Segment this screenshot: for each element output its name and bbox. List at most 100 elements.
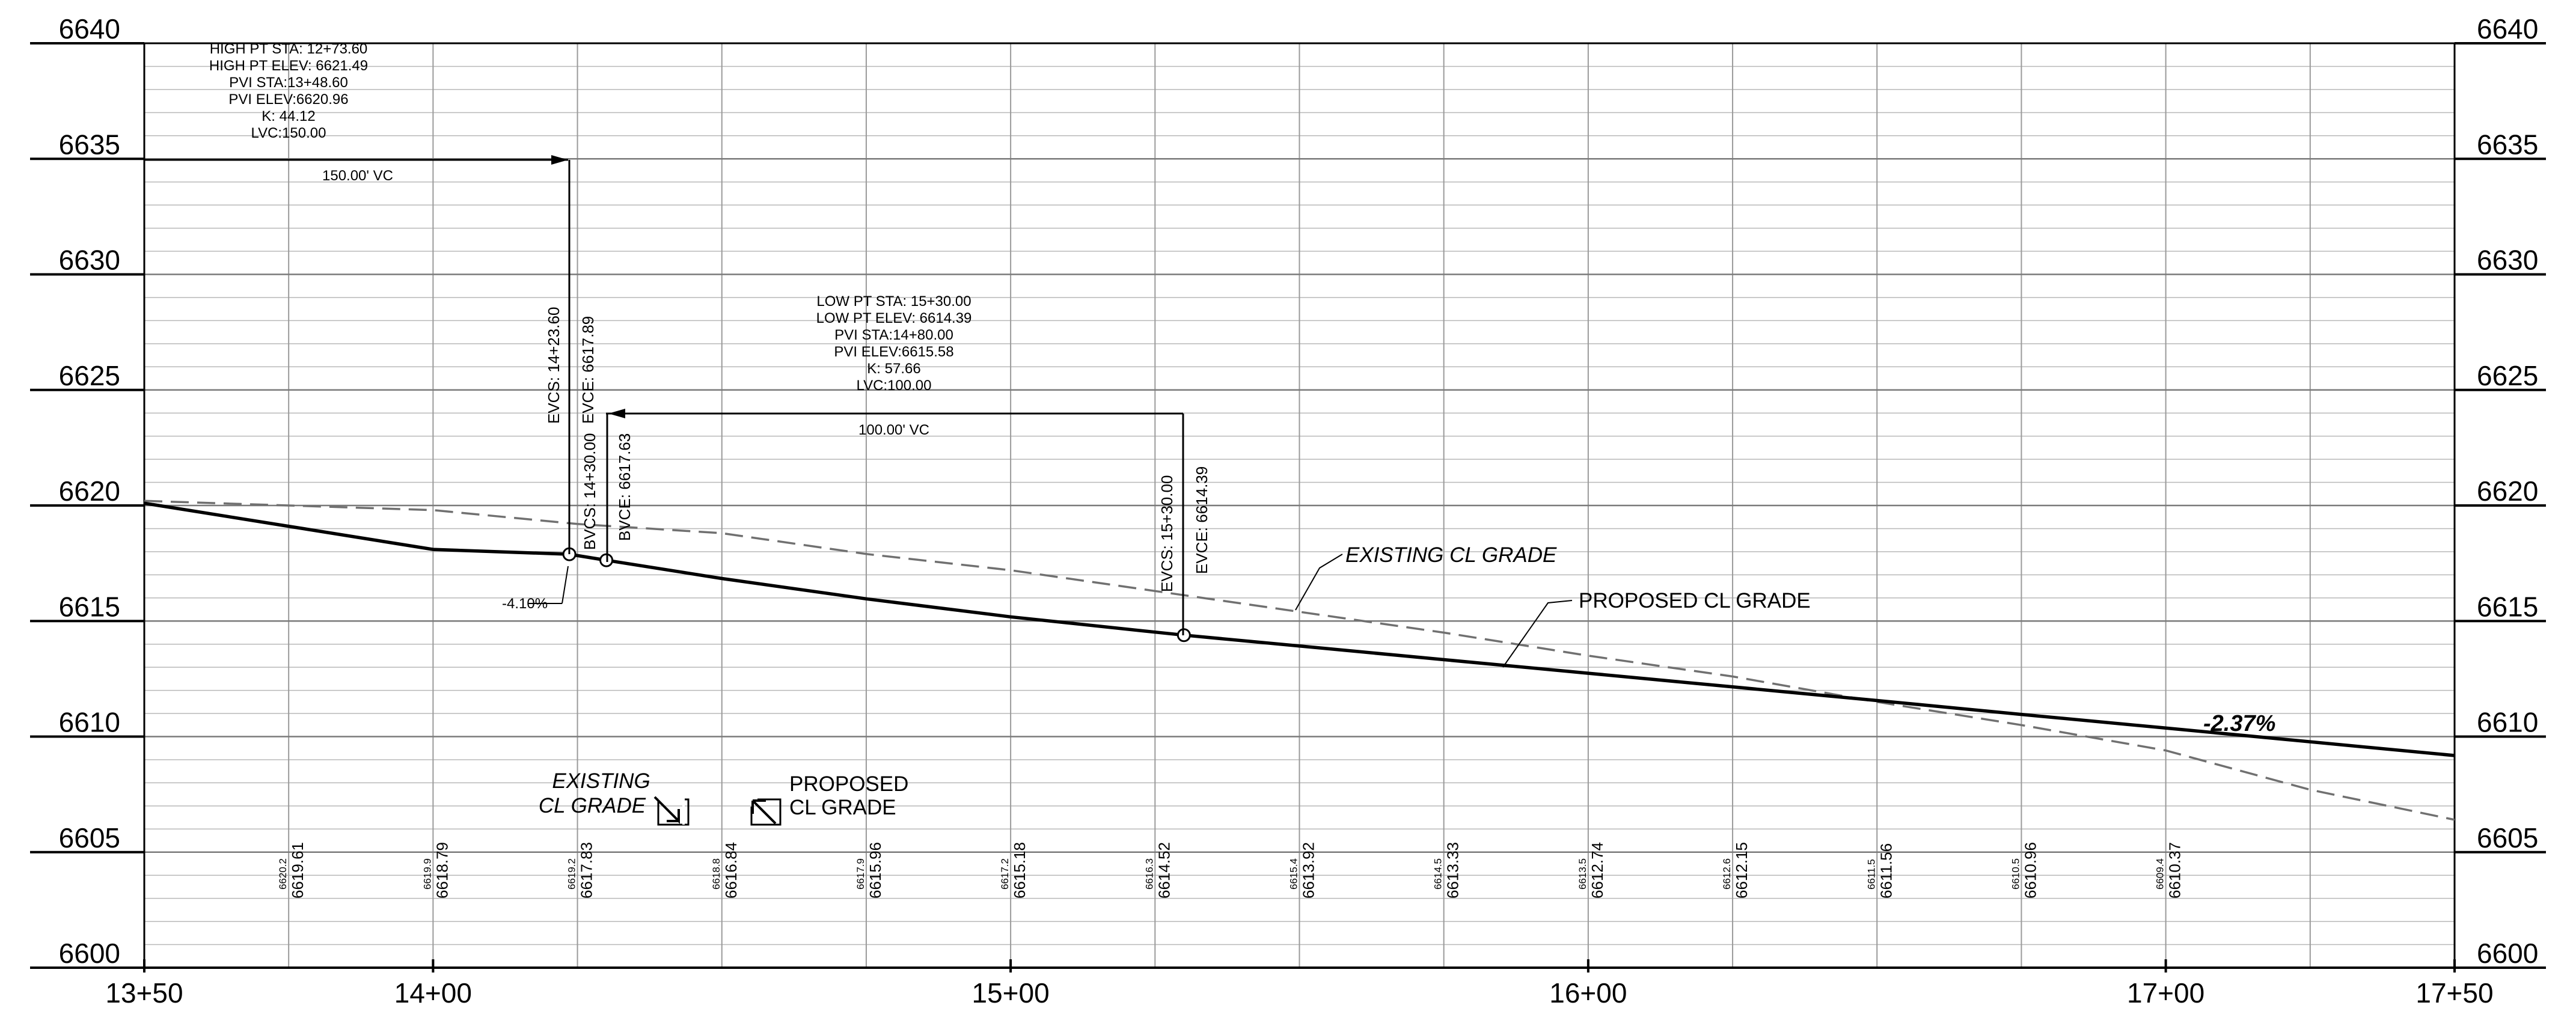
curve2-info-line: PVI STA:14+80.00	[834, 327, 953, 343]
station-label: 17+00	[2127, 977, 2204, 1009]
elevation-label-right: 6625	[2477, 360, 2538, 391]
curve2-info-line: K: 57.66	[867, 361, 920, 377]
station-label: 17+50	[2415, 977, 2493, 1009]
elevation-label-right: 6620	[2477, 475, 2538, 507]
proposed-grade-line	[144, 501, 2455, 757]
elevation-label-right: 6600	[2477, 938, 2538, 969]
curve2-evcs-label: EVCS: 15+30.00	[1158, 475, 1176, 592]
elevation-label-left: 6610	[59, 707, 120, 738]
proposed-elevation-label: 6611.56	[1877, 843, 1895, 899]
curve2-annotation: LOW PT STA: 15+30.00 LOW PT ELEV: 6614.3…	[581, 293, 1211, 635]
proposed-elevation-label: 6617.83	[578, 842, 596, 899]
grade-lines	[144, 499, 2455, 821]
proposed-elevation-label: 6615.96	[866, 842, 884, 899]
existing-elevation-label: 6618.8	[711, 858, 722, 890]
proposed-elevation-label: 6610.96	[2021, 842, 2039, 899]
existing-elevation-label: 6609.4	[2155, 858, 2166, 890]
curve1-info-line: HIGH PT ELEV: 6621.49	[209, 58, 368, 74]
legend-proposed-label: CL GRADE	[789, 796, 896, 819]
proposed-grade-leader	[1502, 600, 1573, 668]
elevation-label-right: 6615	[2477, 591, 2538, 622]
existing-elevation-label: 6615.4	[1288, 858, 1300, 890]
proposed-elevation-label: 6613.33	[1444, 842, 1462, 899]
curve1-evce-label: EVCE: 6617.89	[579, 316, 597, 424]
elevation-label-left: 6635	[59, 129, 120, 160]
curve1-vc-arrow	[551, 155, 568, 165]
curve2-evce-label: EVCE: 6614.39	[1193, 466, 1211, 574]
elevation-label-right: 6640	[2477, 13, 2538, 44]
existing-elevation-label: 6614.5	[1433, 858, 1444, 890]
existing-grade-line	[144, 499, 2455, 821]
elevation-label-left: 6620	[59, 475, 120, 507]
curve1-info-line: PVI STA:13+48.60	[229, 75, 348, 91]
existing-elevation-label: 6611.5	[1865, 859, 1877, 890]
proposed-elevation-label: 6619.61	[289, 842, 307, 899]
existing-elevation-label: 6616.3	[1143, 858, 1155, 890]
elevation-label-right: 6630	[2477, 245, 2538, 276]
curve2-info-line: PVI ELEV:6615.58	[834, 344, 953, 360]
major-grid	[30, 42, 2546, 969]
proposed-elevation-label: 6615.18	[1011, 842, 1029, 899]
existing-elevation-label: 6620.2	[277, 858, 289, 890]
existing-elevation-label: 6612.6	[1721, 858, 1733, 890]
elevation-label-right: 6605	[2477, 822, 2538, 853]
existing-grade-leader	[1295, 554, 1343, 611]
existing-elevation-label: 6619.2	[566, 858, 578, 890]
station-elevation-labels: 6620.2 6619.61 6619.9 6618.79 6619.2 6617.83 6…	[277, 842, 2183, 899]
station-label: 16+00	[1549, 977, 1627, 1009]
proposed-elevation-label: 6613.92	[1300, 842, 1318, 899]
legend: EXISTING CL GRADE PROPOSED CL GRADE	[539, 769, 908, 826]
grade-in-label: -4.10%	[502, 596, 548, 612]
proposed-elevation-label: 6614.52	[1155, 842, 1173, 899]
elevation-label-right: 6635	[2477, 129, 2538, 160]
station-label: 13+50	[105, 977, 183, 1009]
legend-proposed-label: PROPOSED	[789, 772, 908, 796]
proposed-elevation-label: 6618.79	[433, 842, 451, 899]
station-label: 14+00	[394, 977, 472, 1009]
elevation-label-left: 6640	[59, 13, 120, 44]
curve1-info-line: PVI ELEV:6620.96	[228, 91, 348, 108]
curve2-info-line: LOW PT STA: 15+30.00	[816, 293, 971, 310]
legend-existing-label: CL GRADE	[539, 794, 646, 817]
curve1-info-line: K: 44.12	[262, 108, 315, 124]
final-grade-label: -2.37%	[2203, 711, 2275, 736]
existing-elevation-label: 6610.5	[2010, 858, 2021, 890]
curve1-info-line: HIGH PT STA: 12+73.60	[210, 41, 368, 57]
grade-labels: EXISTING CL GRADE PROPOSED CL GRADE -2.3…	[1295, 543, 2275, 736]
curve2-info-line: LOW PT ELEV: 6614.39	[816, 310, 972, 326]
existing-elevation-label: 6617.9	[855, 858, 866, 890]
station-label: 15+00	[972, 977, 1050, 1009]
curve1-evcs-label: EVCS: 14+23.60	[545, 307, 563, 424]
elevation-label-left: 6630	[59, 245, 120, 276]
existing-grade-label: EXISTING CL GRADE	[1345, 543, 1557, 567]
proposed-arrow-icon	[750, 798, 782, 826]
grade-in-leader	[561, 566, 569, 604]
proposed-elevation-label: 6616.84	[722, 842, 740, 899]
proposed-elevation-label: 6612.15	[1733, 842, 1751, 899]
curve1-annotation: HIGH PT STA: 12+73.60 HIGH PT ELEV: 6621…	[144, 41, 597, 612]
existing-elevation-label: 6613.5	[1577, 858, 1588, 890]
proposed-elevation-label: 6612.74	[1588, 842, 1606, 899]
minor-grid	[144, 43, 2455, 968]
curve2-vc-arrow	[608, 409, 625, 418]
curve1-vc-label: 150.00' VC	[322, 168, 393, 184]
elevation-label-left: 6605	[59, 822, 120, 853]
elevation-axis: 6600 6600 6605 6605 6610 6610 6615 6615 6620 6620…	[59, 13, 2539, 969]
existing-arrow-icon	[653, 796, 690, 826]
proposed-grade-label: PROPOSED CL GRADE	[1579, 589, 1811, 612]
curve2-info-line: LVC:100.00	[857, 377, 932, 394]
existing-elevation-label: 6619.9	[421, 858, 433, 890]
curve1-info-line: LVC:150.00	[251, 125, 326, 141]
elevation-label-left: 6600	[59, 938, 120, 969]
curve2-vc-label: 100.00' VC	[858, 422, 929, 438]
curve2-bvce-label: BVCE: 6617.63	[616, 433, 634, 541]
curve2-bvcs-label: BVCS: 14+30.00	[581, 433, 599, 550]
legend-existing-label: EXISTING	[552, 769, 650, 793]
elevation-label-right: 6610	[2477, 707, 2538, 738]
station-axis: 13+50 14+00 15+00 16+00 17+00 17+50	[105, 959, 2494, 1009]
elevation-label-left: 6625	[59, 360, 120, 391]
proposed-elevation-label: 6610.37	[2166, 842, 2184, 899]
elevation-label-left: 6615	[59, 591, 120, 622]
existing-elevation-label: 6617.2	[999, 858, 1011, 890]
